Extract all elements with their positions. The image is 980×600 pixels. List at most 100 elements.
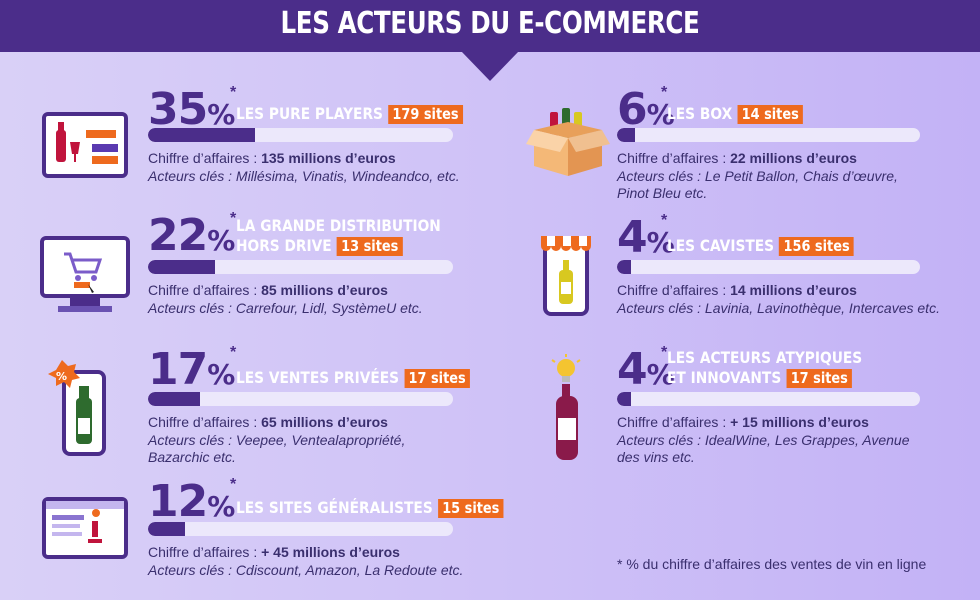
share-percent: 4%	[617, 216, 675, 265]
website-icon	[42, 497, 128, 559]
revenue-label: Chiffre d’affaires :	[148, 282, 262, 298]
revenue-value: 14 millions d’euros	[730, 282, 857, 298]
revenue-line: Chiffre d’affaires : + 15 millions d’eur…	[617, 414, 869, 430]
percent-sign: %	[646, 98, 675, 131]
percent-sign: %	[207, 490, 235, 523]
percent-sign: %	[207, 358, 235, 391]
sites-badge: 13 sites	[336, 237, 403, 256]
sites-badge: 17 sites	[404, 369, 470, 388]
share-bar	[148, 392, 453, 406]
footnote-star: *	[230, 84, 237, 101]
share-percent: 35%	[148, 88, 235, 137]
category-title: LES CAVISTES	[667, 236, 775, 255]
share-bar-fill	[148, 522, 185, 536]
category-label: LES ACTEURS ATYPIQUES ET INNOVANTS 17 site…	[667, 348, 862, 388]
share-bar-fill	[617, 392, 631, 406]
discount-bottle-icon: %	[48, 360, 106, 456]
footnote-star: *	[661, 344, 668, 361]
category-label: LES VENTES PRIVÉES 17 sites	[236, 368, 470, 388]
key-actors: Acteurs clés : Carrefour, Lidl, SystèmeU…	[148, 300, 423, 316]
revenue-label: Chiffre d’affaires :	[617, 282, 731, 298]
footnote: * % du chiffre d’affaires des ventes de …	[617, 556, 927, 572]
revenue-value: 65 millions d’euros	[261, 414, 388, 430]
share-bar	[148, 522, 453, 536]
share-bar	[617, 392, 920, 406]
revenue-value: 135 millions d’euros	[261, 150, 396, 166]
footnote-star: *	[661, 212, 668, 229]
sites-badge: 156 sites	[779, 237, 854, 256]
share-percent: 12%	[148, 480, 235, 529]
share-bar	[148, 260, 453, 274]
share-bar	[148, 128, 453, 142]
share-bar-fill	[148, 128, 255, 142]
category-title: LA GRANDE DISTRIBUTION	[236, 216, 441, 235]
laptop-wine-icon	[42, 112, 128, 178]
revenue-line: Chiffre d’affaires : 14 millions d’euros	[617, 282, 857, 298]
share-bar	[617, 128, 920, 142]
share-number: 35	[148, 84, 208, 135]
revenue-label: Chiffre d’affaires :	[617, 150, 731, 166]
category-label: LES CAVISTES 156 sites	[667, 236, 854, 256]
category-title: LES PURE PLAYERS	[236, 104, 383, 123]
share-bar-fill	[617, 128, 636, 142]
key-actors: Acteurs clés : Lavinia, Lavinothèque, In…	[617, 300, 940, 316]
percent-sign: %	[646, 358, 675, 391]
revenue-label: Chiffre d’affaires :	[148, 414, 262, 430]
sites-badge: 15 sites	[437, 499, 504, 518]
share-bar-fill	[148, 392, 200, 406]
footnote-star: *	[230, 344, 237, 361]
share-number: 22	[148, 210, 208, 261]
footnote-star: *	[661, 84, 668, 101]
footnote-star: *	[230, 476, 237, 493]
revenue-value: + 15 millions d’euros	[730, 414, 869, 430]
key-actors: Acteurs clés : Cdiscount, Amazon, La Red…	[148, 562, 464, 578]
share-percent: 6%	[617, 88, 675, 137]
category-title-line2: HORS DRIVE	[236, 236, 332, 255]
share-percent: 22%	[148, 214, 235, 263]
percent-sign: %	[207, 98, 235, 131]
svg-text:%: %	[56, 370, 67, 383]
category-label: LES SITES GÉNÉRALISTES 15 sites	[236, 498, 504, 518]
revenue-label: Chiffre d’affaires :	[148, 150, 262, 166]
key-actors: Acteurs clés : Le Petit Ballon, Chais d’…	[617, 168, 898, 201]
share-percent: 17%	[148, 348, 235, 397]
category-label: LA GRANDE DISTRIBUTION HORS DRIVE 13 sites	[236, 216, 441, 256]
wine-box-icon	[526, 108, 610, 176]
category-title: LES ACTEURS ATYPIQUES	[667, 348, 863, 367]
revenue-value: + 45 millions d’euros	[261, 544, 400, 560]
footnote-star: *	[230, 210, 237, 227]
monitor-cart-icon	[40, 236, 130, 312]
bulb-bottle-icon	[551, 354, 581, 460]
revenue-label: Chiffre d’affaires :	[148, 544, 262, 560]
share-number: 4	[617, 212, 648, 263]
revenue-line: Chiffre d’affaires : 85 millions d’euros	[148, 282, 388, 298]
sites-badge: 17 sites	[786, 369, 853, 388]
page-title: LES ACTEURS DU E-COMMERCE	[280, 6, 700, 41]
share-number: 6	[617, 84, 648, 135]
category-label: LES PURE PLAYERS 179 sites	[236, 104, 463, 124]
revenue-label: Chiffre d’affaires :	[617, 414, 731, 430]
revenue-value: 22 millions d’euros	[730, 150, 857, 166]
revenue-line: Chiffre d’affaires : 22 millions d’euros	[617, 150, 857, 166]
title-banner-arrow	[461, 51, 519, 81]
key-actors: Acteurs clés : Millésima, Vinatis, Winde…	[148, 168, 460, 184]
category-title: LES BOX	[667, 104, 733, 123]
key-actors: Acteurs clés : Veepee, Ventealapropriété…	[148, 432, 406, 465]
share-bar	[617, 260, 920, 274]
category-title-line2: ET INNOVANTS	[667, 368, 782, 387]
share-number: 17	[148, 344, 208, 395]
share-bar-fill	[148, 260, 216, 274]
share-number: 12	[148, 476, 208, 527]
percent-sign: %	[646, 226, 675, 259]
category-title: LES VENTES PRIVÉES	[236, 368, 400, 387]
sites-badge: 14 sites	[737, 105, 804, 124]
revenue-line: Chiffre d’affaires : 135 millions d’euro…	[148, 150, 396, 166]
key-actors: Acteurs clés : IdealWine, Les Grappes, A…	[617, 432, 910, 465]
share-bar-fill	[617, 260, 631, 274]
category-label: LES BOX 14 sites	[667, 104, 804, 124]
share-number: 4	[617, 344, 648, 395]
revenue-value: 85 millions d’euros	[261, 282, 388, 298]
share-percent: 4%	[617, 348, 675, 397]
shop-bottle-icon	[541, 236, 591, 316]
category-title: LES SITES GÉNÉRALISTES	[236, 498, 433, 517]
